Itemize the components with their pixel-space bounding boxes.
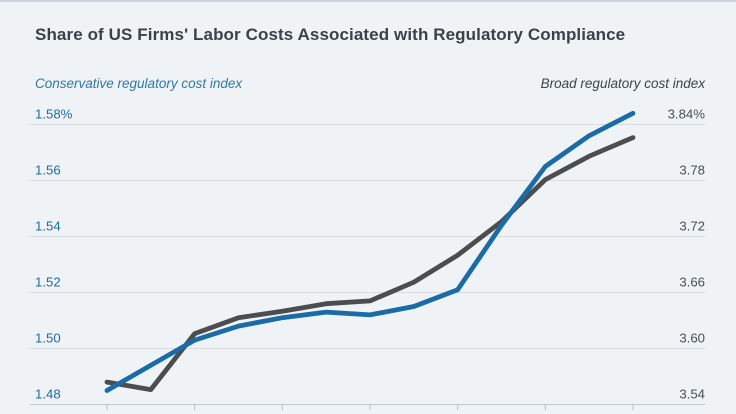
right-axis-tick-label: 3.78 (679, 163, 705, 178)
left-axis-tick-label: 1.56 (35, 163, 61, 178)
left-axis-tick-label: 1.50 (35, 331, 61, 346)
chart-title: Share of US Firms' Labor Costs Associate… (35, 25, 626, 44)
right-axis-tick-label: 3.84% (668, 107, 706, 122)
legend-left-axis-label: Conservative regulatory cost index (35, 76, 243, 91)
right-axis-tick-label: 3.54 (679, 387, 705, 402)
left-axis-tick-label: 1.58% (35, 107, 73, 122)
series-line-broad (104, 135, 636, 393)
legend-right-axis-label: Broad regulatory cost index (540, 76, 705, 91)
right-axis-tick-label: 3.60 (679, 331, 705, 346)
left-axis-tick-label: 1.52 (35, 275, 61, 290)
right-axis-tick-label: 3.66 (679, 275, 705, 290)
left-axis-tick-label: 1.48 (35, 387, 61, 402)
series-line-conservative (104, 110, 636, 393)
left-axis-tick-label: 1.54 (35, 219, 61, 234)
top-border (0, 0, 736, 2)
right-axis-tick-label: 3.72 (679, 219, 705, 234)
